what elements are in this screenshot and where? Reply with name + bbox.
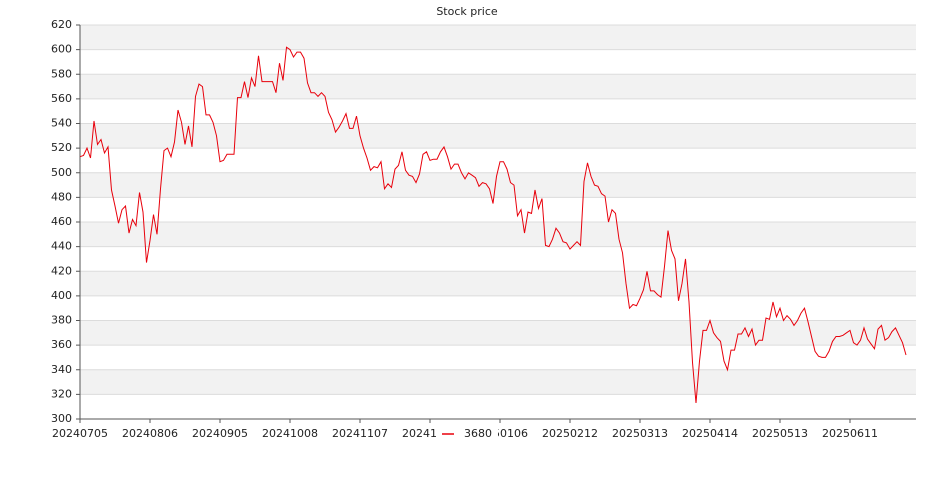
x-tick-label: 20250513 [752,427,808,440]
y-tick-label: 400 [51,289,72,302]
y-tick-label: 380 [51,314,72,327]
price-line [79,46,907,404]
y-tick-label: 480 [51,190,72,203]
y-tick-label: 300 [51,412,72,425]
grid-band [80,123,916,149]
x-tick-label: 20240806 [122,427,178,440]
y-tick-label: 360 [51,338,72,351]
y-tick-label: 320 [51,387,72,400]
x-tick-label: 20240705 [52,427,108,440]
y-tick-label: 420 [51,264,72,277]
y-tick-label: 460 [51,215,72,228]
chart-title: Stock price [436,5,498,18]
y-tick-label: 560 [51,92,72,105]
x-tick-label: 20250414 [682,427,738,440]
y-tick-label: 580 [51,67,72,80]
legend: 3680 [436,424,498,444]
y-tick-label: 600 [51,43,72,56]
grid-band [80,320,916,346]
y-tick-label: 540 [51,117,72,130]
grid-band [80,172,916,198]
grid-band [80,369,916,395]
legend-box [436,424,498,444]
x-tick-label: 20250212 [542,427,598,440]
grid-band [80,74,916,99]
grid-band [80,271,916,296]
grid-band [80,222,916,247]
x-tick-label: 20241008 [262,427,318,440]
legend-label: 3680 [464,427,492,440]
x-tick-label: 20250313 [612,427,668,440]
grid-band [80,25,916,50]
x-tick-label: 20241107 [332,427,388,440]
y-tick-label: 500 [51,166,72,179]
y-tick-label: 340 [51,363,72,376]
x-tick-label: 20250611 [822,427,878,440]
y-tick-label: 440 [51,240,72,253]
y-tick-label: 620 [51,18,72,31]
x-tick-label: 20240905 [192,427,248,440]
y-tick-label: 520 [51,141,72,154]
